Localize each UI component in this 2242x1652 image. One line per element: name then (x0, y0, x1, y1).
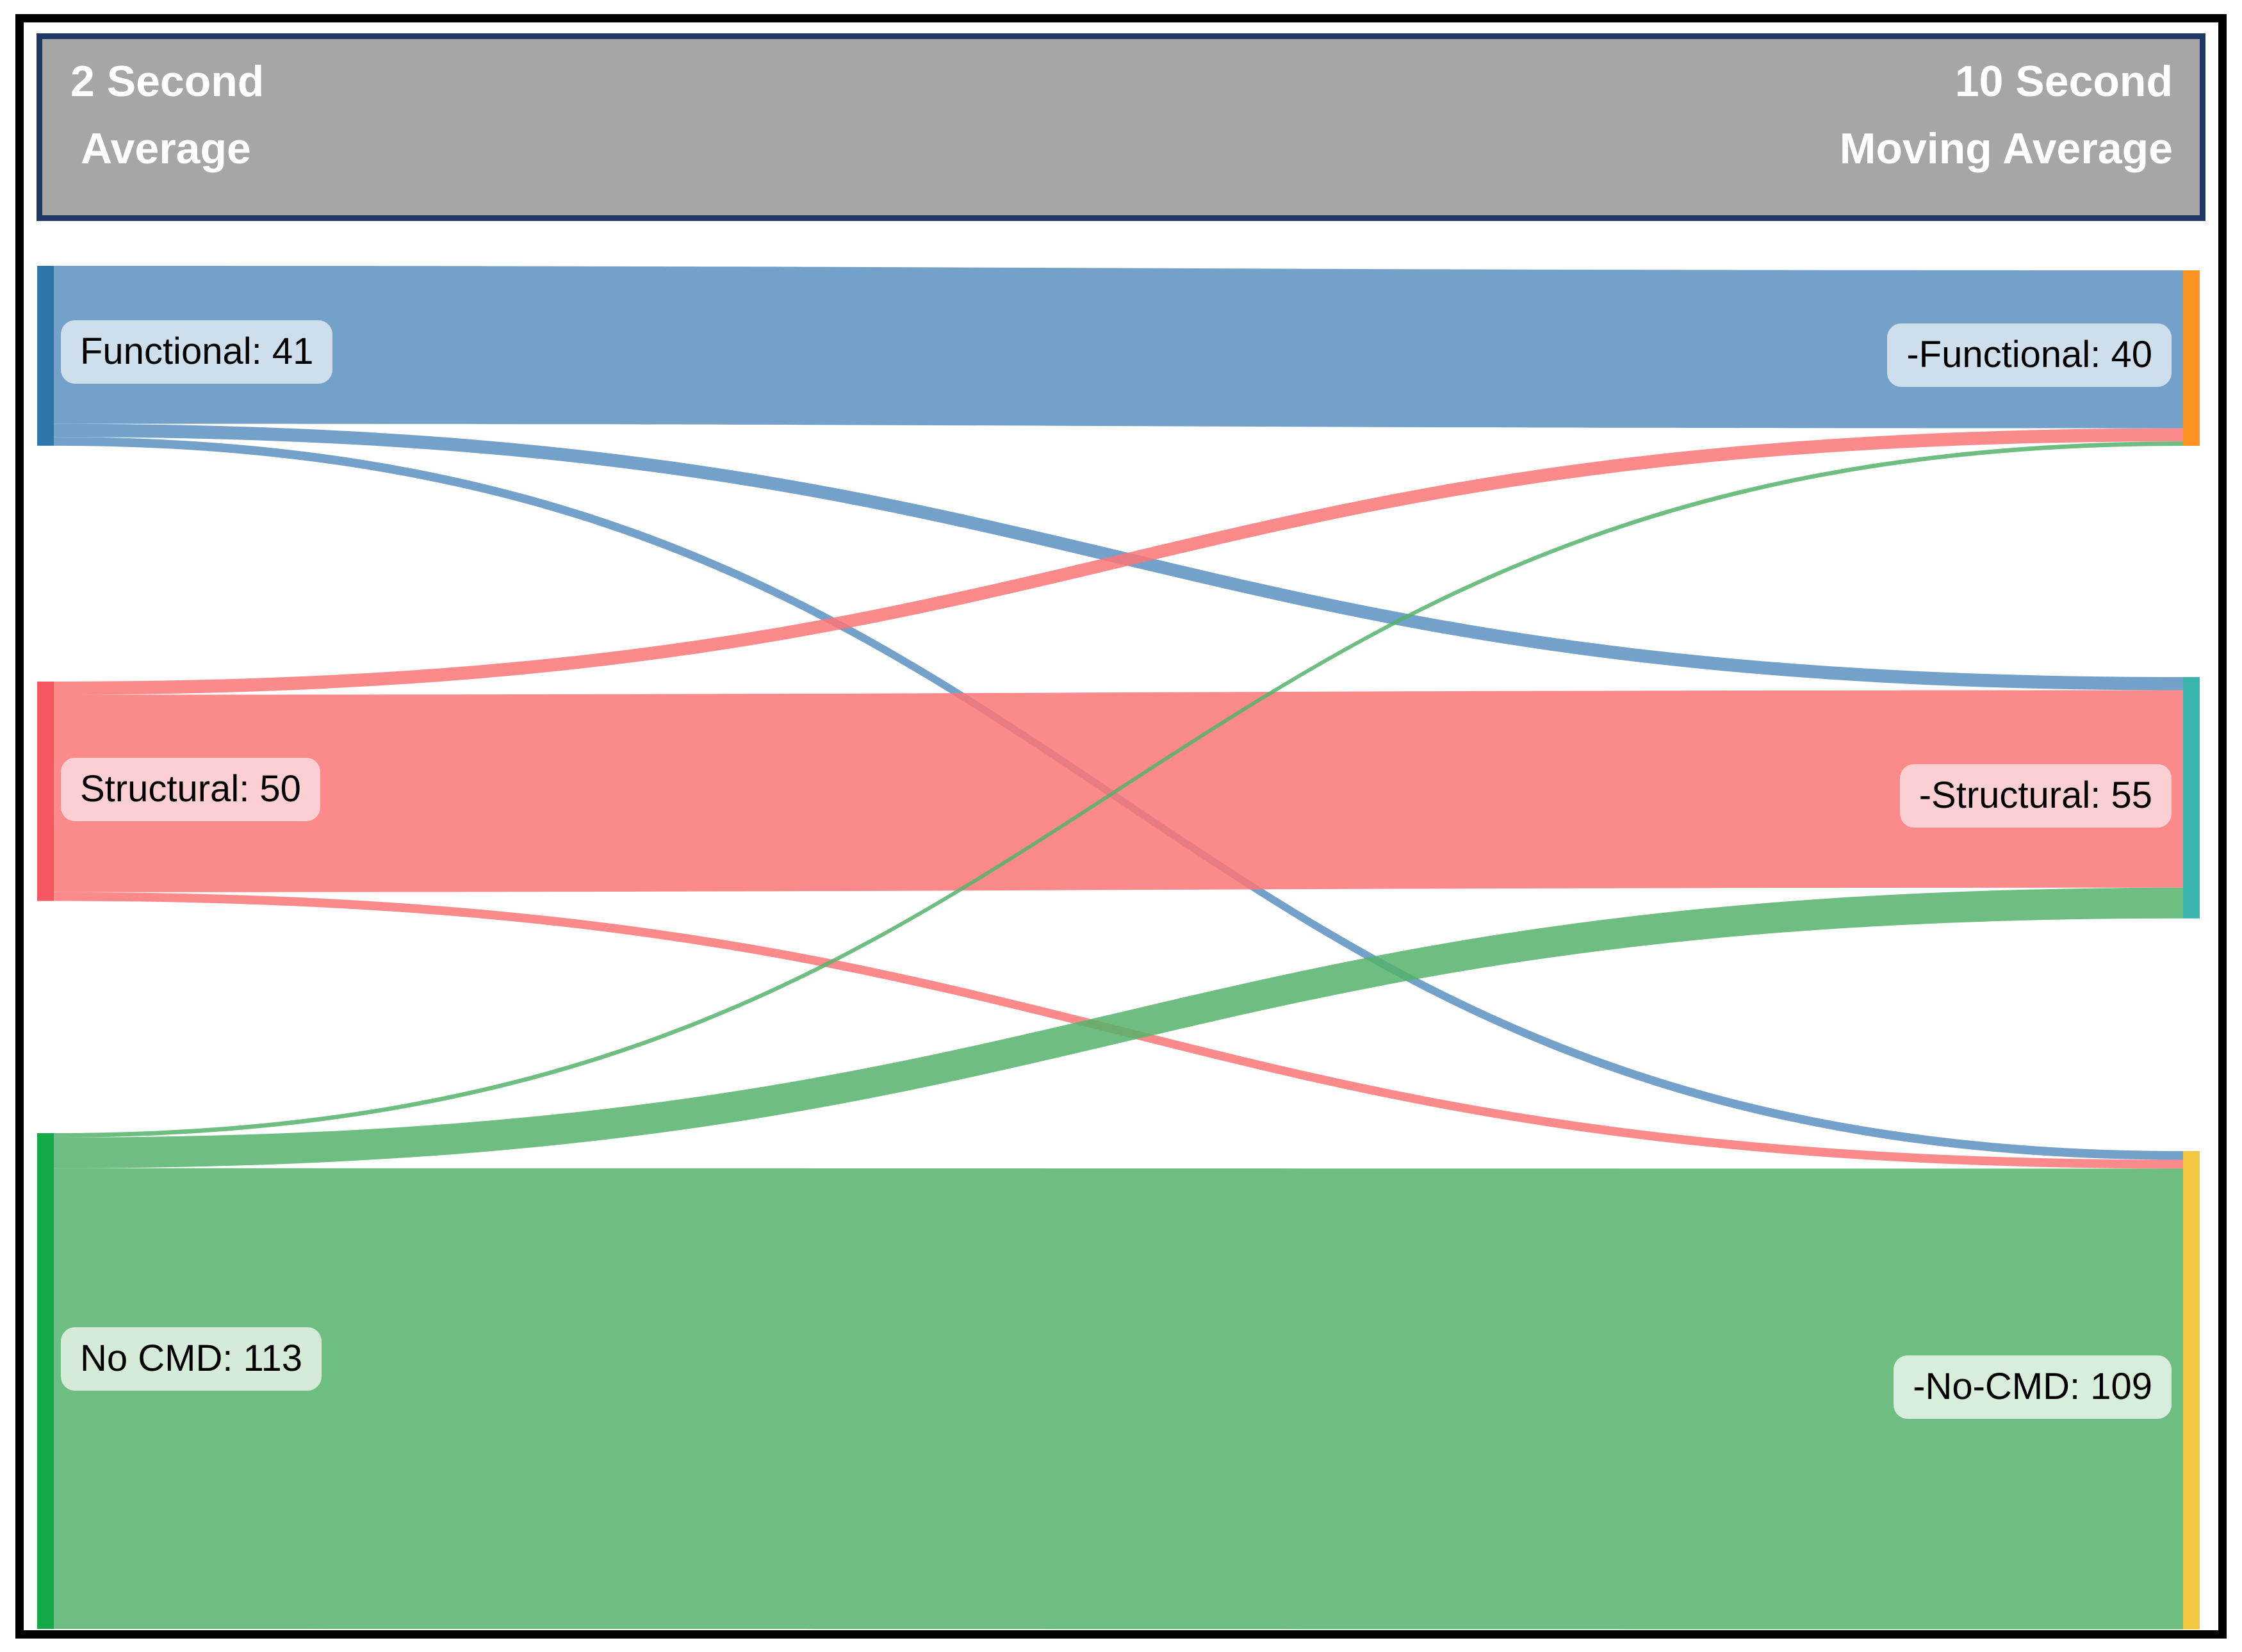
sankey-node-structural[interactable] (37, 682, 54, 901)
right-column-title: 10 Second Moving Average (1840, 48, 2173, 183)
node-label-out-functional: -Functional: 40 (1887, 323, 2172, 387)
right-column-title-line1: 10 Second (1954, 57, 2173, 106)
left-column-title: 2 Second Average (70, 48, 264, 183)
sankey-node-out-functional[interactable] (2183, 270, 2200, 446)
sankey-node-out-structural[interactable] (2183, 677, 2200, 919)
node-label-out-structural: -Structural: 55 (1899, 764, 2172, 828)
sankey-node-functional[interactable] (37, 266, 54, 446)
sankey-link-no-cmd-to-out-no-cmd[interactable] (54, 1168, 2183, 1630)
node-label-structural: Structural: 50 (61, 758, 320, 821)
header-banner: 2 Second Average 10 Second Moving Averag… (37, 33, 2205, 221)
sankey-link-no-cmd-to-out-structural[interactable] (54, 887, 2183, 1168)
left-column-title-line2: Average (81, 124, 251, 174)
sankey-link-functional-to-out-functional[interactable] (54, 266, 2183, 429)
node-label-no-cmd: No CMD: 113 (61, 1327, 322, 1391)
left-column-title-line1: 2 Second (70, 57, 265, 106)
sankey-link-structural-to-out-functional[interactable] (54, 428, 2183, 695)
node-label-functional: Functional: 41 (61, 320, 333, 384)
sankey-node-no-cmd[interactable] (37, 1133, 54, 1630)
node-label-out-no-cmd: -No-CMD: 109 (1894, 1355, 2172, 1419)
sankey-link-no-cmd-to-out-functional[interactable] (54, 441, 2183, 1138)
sankey-node-out-no-cmd[interactable] (2183, 1151, 2200, 1630)
outer-frame (15, 14, 2227, 1639)
right-column-title-line2: Moving Average (1839, 124, 2173, 174)
